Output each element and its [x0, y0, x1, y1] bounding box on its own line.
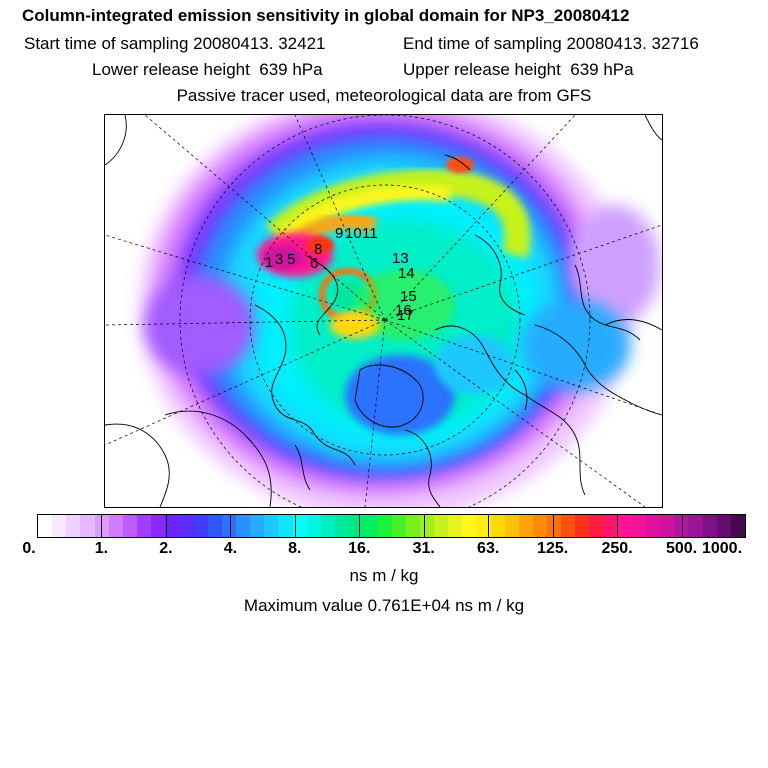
colorbar-segment	[603, 515, 618, 537]
colorbar-tick-label: 31.	[412, 540, 435, 557]
colorbar-segment	[532, 515, 548, 537]
colorbar-segment	[151, 515, 166, 537]
colorbar-segment	[688, 515, 703, 537]
colorbar	[37, 514, 746, 538]
sensitivity-map: 1 3 5 6 8 9 10 11 13 14 15 16 17	[105, 115, 662, 507]
colorbar-segment	[646, 515, 661, 537]
colorbar-segment	[377, 515, 392, 537]
colorbar-segment	[165, 515, 180, 537]
colorbar-segment	[716, 515, 731, 537]
colorbar-segment	[730, 515, 746, 537]
colorbar-tick	[294, 514, 296, 538]
colorbar-segment	[518, 515, 533, 537]
colorbar-tick-label: 8.	[288, 540, 302, 557]
colorbar-segment	[589, 515, 604, 537]
station-label-15: 15	[400, 288, 417, 305]
colorbar-segment	[292, 515, 307, 537]
colorbar-segment	[575, 515, 590, 537]
colorbar-tick-label: 1000.	[701, 540, 743, 557]
station-label-10: 10	[345, 225, 362, 242]
colorbar-tick	[552, 514, 554, 538]
colorbar-tick-label: 63.	[477, 540, 500, 557]
tracer-info-text: Passive tracer used, meteorological data…	[176, 86, 592, 105]
station-label-1: 1	[265, 254, 273, 271]
station-label-5: 5	[287, 251, 295, 268]
colorbar-tick-label: 4.	[223, 540, 238, 557]
colorbar-segment	[108, 515, 123, 537]
colorbar-segment	[462, 515, 477, 537]
graticule	[105, 115, 662, 507]
colorbar-segment	[250, 515, 265, 537]
colorbar-tick-label: 16.	[348, 540, 371, 557]
colorbar-tick	[359, 514, 361, 538]
colorbar-segment	[547, 515, 562, 537]
colorbar-segment	[419, 515, 434, 537]
colorbar-segment	[122, 515, 137, 537]
colorbar-segment	[631, 515, 647, 537]
station-label-14: 14	[398, 265, 415, 282]
colorbar-segment	[617, 515, 632, 537]
sensitivity-field	[140, 115, 660, 507]
station-label-3: 3	[275, 251, 283, 268]
start-sampling-text: Start time of sampling 20080413. 32421	[24, 34, 326, 53]
colorbar-tick	[617, 514, 619, 538]
colorbar-segment	[193, 515, 208, 537]
colorbar-segment	[264, 515, 279, 537]
colorbar-segment	[561, 515, 576, 537]
coastlines	[105, 115, 662, 507]
colorbar-tick	[423, 514, 425, 538]
colorbar-tick	[165, 514, 167, 538]
station-label-9: 9	[335, 225, 343, 242]
colorbar-segment	[660, 515, 675, 537]
colorbar-segment	[490, 515, 505, 537]
colorbar-tick-label: 0.	[22, 540, 36, 557]
colorbar-segment	[66, 515, 81, 537]
station-label-8: 8	[314, 241, 322, 258]
colorbar-segment	[405, 515, 420, 537]
plot-title: Column-integrated emission sensitivity i…	[22, 6, 630, 25]
colorbar-segment	[179, 515, 194, 537]
colorbar-segment	[136, 515, 152, 537]
colorbar-segment	[235, 515, 251, 537]
colorbar-segment	[52, 515, 67, 537]
colorbar-segment	[504, 515, 519, 537]
colorbar-segment	[702, 515, 717, 537]
station-label-6: 6	[310, 255, 318, 272]
colorbar-tick	[681, 514, 683, 538]
colorbar-segment	[320, 515, 335, 537]
colorbar-segment	[80, 515, 95, 537]
colorbar-tick-label: 2.	[159, 540, 173, 557]
station-labels: 1 3 5 6 8 9 10 11 13 14 15 16 17	[265, 225, 417, 324]
colorbar-segment	[363, 515, 378, 537]
colorbar-segment	[334, 515, 350, 537]
colorbar-tick-label: 1.	[94, 540, 109, 557]
station-label-17: 17	[397, 307, 414, 324]
colorbar-segment	[207, 515, 222, 537]
station-label-13: 13	[392, 250, 409, 267]
colorbar-units: ns m / kg	[349, 566, 419, 585]
colorbar-tick	[488, 514, 490, 538]
colorbar-segment	[349, 515, 364, 537]
colorbar-segment	[433, 515, 449, 537]
station-label-16: 16	[395, 302, 412, 319]
station-label-11: 11	[362, 225, 378, 242]
maximum-value-text: Maximum value 0.761E+04 ns m / kg	[243, 596, 525, 615]
colorbar-tick-label: 125.	[537, 540, 569, 557]
colorbar-segment	[306, 515, 321, 537]
colorbar-segment	[278, 515, 293, 537]
end-sampling-text: End time of sampling 20080413. 32716	[403, 34, 699, 53]
colorbar-segment	[38, 515, 53, 537]
colorbar-segment	[391, 515, 406, 537]
colorbar-tick-label: 250.	[601, 540, 633, 557]
colorbar-tick	[230, 514, 232, 538]
map-panel: 1 3 5 6 8 9 10 11 13 14 15 16 17	[104, 114, 663, 508]
colorbar-tick	[101, 514, 103, 538]
colorbar-segment	[221, 515, 236, 537]
upper-release-text: Upper release height 639 hPa	[403, 60, 634, 79]
colorbar-segment	[448, 515, 463, 537]
colorbar-segment	[674, 515, 689, 537]
lower-release-text: Lower release height 639 hPa	[92, 60, 323, 79]
colorbar-segment	[476, 515, 491, 537]
colorbar-tick-label: 500.	[665, 540, 698, 557]
